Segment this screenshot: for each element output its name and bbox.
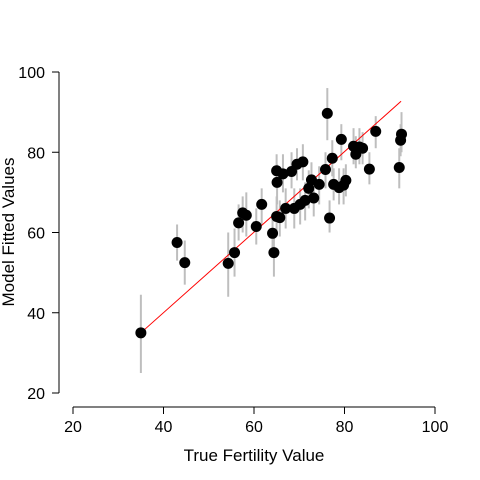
- x-tick-label: 100: [422, 419, 449, 436]
- data-point: [240, 209, 252, 221]
- x-tick-label: 80: [336, 419, 354, 436]
- data-point: [321, 107, 333, 119]
- x-tick-label: 40: [155, 419, 173, 436]
- data-point: [229, 247, 241, 259]
- y-tick-label: 20: [27, 386, 45, 403]
- y-tick-label: 100: [18, 65, 45, 82]
- data-point: [319, 164, 331, 176]
- data-point: [297, 156, 309, 168]
- data-point: [335, 133, 347, 145]
- data-point: [303, 182, 315, 194]
- x-tick-label: 60: [245, 419, 263, 436]
- data-point: [313, 178, 325, 190]
- data-point: [396, 128, 408, 140]
- data-point: [222, 257, 234, 269]
- data-point: [299, 194, 311, 206]
- x-axis-label: True Fertility Value: [184, 446, 325, 465]
- data-point: [340, 174, 352, 186]
- data-point: [277, 168, 289, 180]
- data-points: [135, 107, 408, 339]
- data-point: [233, 217, 245, 229]
- y-tick-label: 80: [27, 145, 45, 162]
- y-tick-label: 60: [27, 226, 45, 243]
- x-axis: 20 40 60 80 100: [64, 406, 449, 436]
- y-tick-label: 40: [27, 306, 45, 323]
- x-tick-label: 20: [64, 419, 82, 436]
- data-point: [393, 161, 405, 173]
- data-point: [267, 227, 279, 239]
- data-point: [370, 125, 382, 137]
- data-point: [326, 152, 338, 164]
- y-axis-label: Model Fitted Values: [0, 158, 18, 307]
- data-point: [171, 237, 183, 249]
- data-point: [250, 220, 262, 232]
- data-point: [324, 212, 336, 224]
- y-axis: 20 40 60 80 100: [18, 65, 60, 403]
- data-point: [357, 142, 369, 154]
- data-point: [135, 327, 147, 339]
- data-point: [256, 198, 268, 210]
- data-point: [280, 202, 292, 214]
- data-point: [274, 212, 286, 224]
- fit-line: [140, 100, 402, 334]
- data-point: [308, 192, 320, 204]
- data-point: [363, 163, 375, 175]
- data-point: [179, 257, 191, 269]
- data-point: [268, 247, 280, 259]
- data-point: [271, 176, 283, 188]
